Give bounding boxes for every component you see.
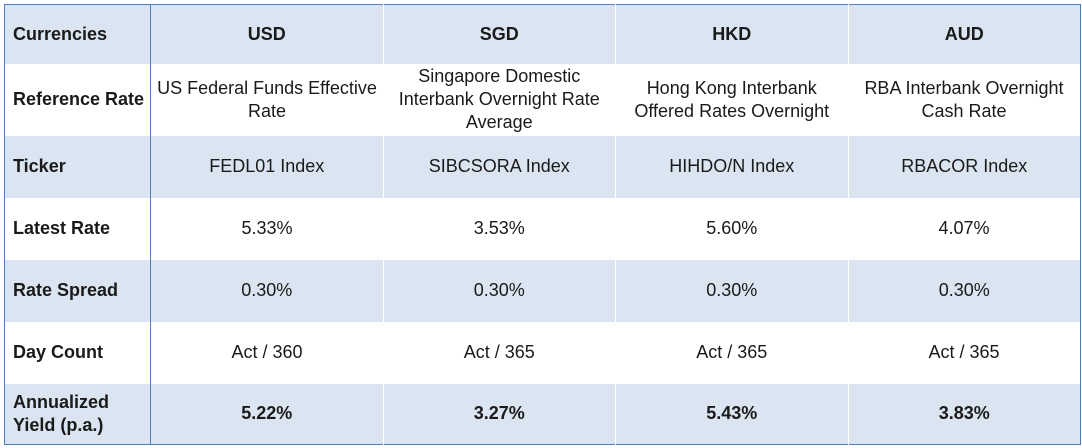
- cell-hkd-latest-rate: 5.60%: [615, 197, 848, 260]
- row-label-latest-rate: Latest Rate: [4, 197, 151, 260]
- row-label-ticker: Ticker: [4, 135, 151, 198]
- currency-rate-table: Currencies USD SGD HKD AUD Reference Rat…: [4, 4, 1081, 445]
- cell-hkd-ticker: HIHDO/N Index: [615, 135, 849, 198]
- header-row: Currencies USD SGD HKD AUD: [4, 4, 1081, 64]
- cell-aud-annualized-yield: 3.83%: [848, 383, 1081, 445]
- cell-hkd-reference-rate: Hong Kong Interbank Offered Rates Overni…: [615, 63, 848, 136]
- column-header-aud: AUD: [848, 4, 1081, 64]
- cell-aud-reference-rate: RBA Interbank Overnight Cash Rate: [848, 63, 1081, 136]
- cell-usd-reference-rate: US Federal Funds Effective Rate: [150, 63, 383, 136]
- cell-usd-day-count: Act / 360: [150, 321, 383, 384]
- cell-aud-rate-spread: 0.30%: [848, 259, 1081, 322]
- table-row-annualized-yield: Annualized Yield (p.a.) 5.22% 3.27% 5.43…: [4, 383, 1081, 445]
- cell-usd-ticker: FEDL01 Index: [150, 135, 384, 198]
- table-row-latest-rate: Latest Rate 5.33% 3.53% 5.60% 4.07%: [4, 197, 1081, 260]
- cell-sgd-rate-spread: 0.30%: [383, 259, 616, 322]
- corner-label: Currencies: [4, 4, 151, 64]
- cell-hkd-day-count: Act / 365: [615, 321, 848, 384]
- table-row-ticker: Ticker FEDL01 Index SIBCSORA Index HIHDO…: [4, 135, 1081, 198]
- column-header-hkd: HKD: [615, 4, 849, 64]
- cell-aud-day-count: Act / 365: [848, 321, 1081, 384]
- cell-hkd-rate-spread: 0.30%: [615, 259, 849, 322]
- row-label-rate-spread: Rate Spread: [4, 259, 151, 322]
- table-row-day-count: Day Count Act / 360 Act / 365 Act / 365 …: [4, 321, 1081, 384]
- table-row-reference-rate: Reference Rate US Federal Funds Effectiv…: [4, 63, 1081, 136]
- cell-hkd-annualized-yield: 5.43%: [615, 383, 849, 445]
- row-label-reference-rate: Reference Rate: [4, 63, 151, 136]
- cell-sgd-latest-rate: 3.53%: [383, 197, 616, 260]
- table-row-rate-spread: Rate Spread 0.30% 0.30% 0.30% 0.30%: [4, 259, 1081, 322]
- cell-usd-latest-rate: 5.33%: [150, 197, 383, 260]
- cell-usd-annualized-yield: 5.22%: [150, 383, 384, 445]
- cell-sgd-ticker: SIBCSORA Index: [383, 135, 616, 198]
- row-label-day-count: Day Count: [4, 321, 151, 384]
- cell-sgd-reference-rate: Singapore Domestic Interbank Overnight R…: [383, 63, 616, 136]
- cell-sgd-day-count: Act / 365: [383, 321, 616, 384]
- cell-sgd-annualized-yield: 3.27%: [383, 383, 616, 445]
- column-header-sgd: SGD: [383, 4, 616, 64]
- row-label-annualized-yield: Annualized Yield (p.a.): [4, 383, 151, 445]
- cell-usd-rate-spread: 0.30%: [150, 259, 384, 322]
- cell-aud-latest-rate: 4.07%: [848, 197, 1081, 260]
- cell-aud-ticker: RBACOR Index: [848, 135, 1081, 198]
- column-header-usd: USD: [150, 4, 384, 64]
